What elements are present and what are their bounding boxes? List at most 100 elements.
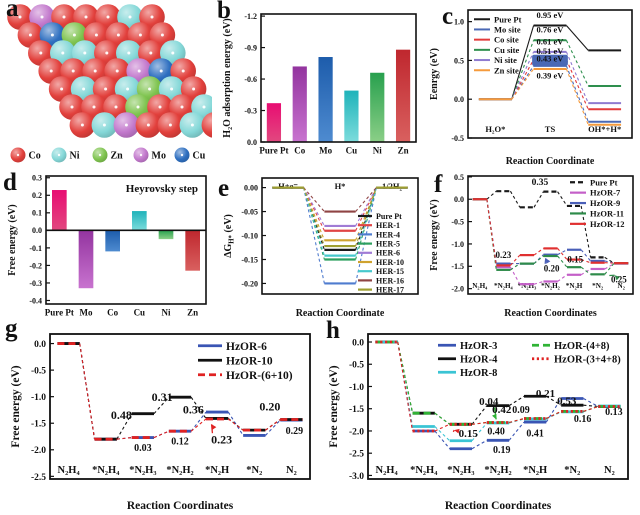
svg-text:0.0: 0.0 — [454, 95, 464, 104]
svg-text:Pure Pt: Pure Pt — [376, 212, 402, 221]
svg-text:*N₂: *N₂ — [246, 465, 262, 476]
hzor-sites-free-energy-diagram: 0.5 0.0 -0.5 -1.0 -1.5 -2.0 Free energy (eV) Re… — [429, 173, 634, 319]
svg-text:Reaction Coordinate: Reaction Coordinate — [296, 308, 385, 319]
svg-text:-1.0: -1.0 — [31, 393, 46, 403]
svg-text:Pure Pt: Pure Pt — [590, 177, 618, 187]
svg-text:0.1: 0.1 — [32, 209, 42, 218]
svg-text:HzOR-6: HzOR-6 — [226, 341, 267, 353]
svg-text:TS: TS — [545, 124, 556, 134]
svg-text:Pure Pt: Pure Pt — [494, 14, 522, 24]
panel-letter-d: d — [3, 169, 17, 196]
svg-text:HzOR-11: HzOR-11 — [590, 209, 624, 219]
svg-text:Co: Co — [294, 146, 305, 156]
svg-text:0.39 eV: 0.39 eV — [537, 70, 565, 80]
svg-text:Free energy (eV): Free energy (eV) — [7, 204, 18, 275]
svg-text:HzOR-(6+10): HzOR-(6+10) — [226, 370, 293, 382]
svg-text:-3.0: -3.0 — [349, 472, 364, 482]
svg-text:0.41: 0.41 — [526, 428, 544, 439]
svg-text:*N₂H₃: *N₂H₃ — [129, 465, 156, 476]
svg-text:Ni: Ni — [373, 146, 382, 156]
svg-text:Free energy (eV): Free energy (eV) — [429, 199, 440, 270]
svg-text:*N₂H₄: *N₂H₄ — [410, 465, 438, 476]
svg-text:ΔGH*​ (eV): ΔGH*​ (eV) — [223, 214, 236, 258]
svg-text:H+e⁻: H+e⁻ — [278, 181, 298, 191]
svg-text:Co: Co — [107, 308, 118, 318]
svg-text:HzOR-9: HzOR-9 — [590, 198, 620, 208]
svg-text:-0.5: -0.5 — [31, 367, 46, 377]
svg-text:N₂H₄: N₂H₄ — [58, 465, 81, 476]
svg-text:-0.6: -0.6 — [244, 75, 257, 84]
panel-letter-h: h — [326, 317, 340, 344]
svg-text:0.13: 0.13 — [605, 407, 623, 418]
svg-text:0.0: 0.0 — [454, 195, 464, 204]
svg-text:-0.3: -0.3 — [29, 279, 42, 288]
svg-text:Cu site: Cu site — [494, 45, 519, 55]
svg-text:HzOR-(4+8): HzOR-(4+8) — [554, 341, 610, 352]
svg-text:-1.5: -1.5 — [349, 405, 364, 415]
svg-text:0.3: 0.3 — [32, 174, 42, 183]
svg-text:Mo: Mo — [319, 146, 332, 156]
panel-d: d 0.3 0.2 0.1 0.0 -0.1 -0.2 -0.3 -0.4 Free energ… — [2, 168, 212, 320]
svg-text:Co: Co — [29, 151, 41, 162]
svg-text:Pure Pt: Pure Pt — [259, 146, 288, 156]
panel-a: a Co Ni Zn Mo Cu — [2, 0, 212, 168]
svg-text:0.00: 0.00 — [244, 183, 258, 192]
svg-text:0.95 eV: 0.95 eV — [537, 10, 565, 20]
panel-letter-a: a — [6, 0, 19, 22]
svg-text:-0.1: -0.1 — [29, 244, 42, 253]
svg-text:1.0: 1.0 — [454, 18, 464, 27]
svg-text:0.5: 0.5 — [454, 173, 464, 182]
svg-text:*N₂H₃: *N₂H₃ — [518, 282, 537, 290]
svg-text:0.31: 0.31 — [152, 390, 173, 404]
svg-text:Eenrgy (eV): Eenrgy (eV) — [429, 48, 440, 100]
svg-text:-1.0: -1.0 — [451, 240, 464, 249]
svg-text:-0.5: -0.5 — [451, 217, 464, 226]
svg-text:0.48: 0.48 — [111, 408, 132, 422]
panel-h: h 0.0 -0.5 -1.0 -1.5 -2.0 -2.5 -3.0 Free energy… — [320, 317, 638, 513]
svg-text:Zn: Zn — [111, 151, 124, 162]
svg-text:HER-15: HER-15 — [376, 267, 404, 276]
svg-text:Zn: Zn — [187, 308, 198, 318]
svg-text:-0.4: -0.4 — [29, 296, 42, 305]
svg-text:Free energy (eV): Free energy (eV) — [10, 365, 22, 447]
svg-text:Mo: Mo — [80, 308, 93, 318]
svg-text:0.61 eV: 0.61 eV — [537, 37, 565, 47]
svg-text:*N₂H: *N₂H — [566, 282, 583, 290]
svg-text:Ni: Ni — [70, 151, 80, 162]
lattice-figure: Co Ni Zn Mo Cu — [7, 4, 212, 163]
svg-text:H₂O*: H₂O* — [485, 124, 505, 134]
panel-letter-e: e — [218, 175, 230, 202]
svg-text:Pure Pt: Pure Pt — [45, 308, 74, 318]
svg-text:-0.3: -0.3 — [244, 106, 257, 115]
panel-letter-f: f — [434, 171, 443, 198]
svg-text:HzOR-3: HzOR-3 — [460, 341, 497, 352]
hzor-3-4-8-free-energy-diagram: 0.0 -0.5 -1.0 -1.5 -2.0 -2.5 -3.0 Free energy (… — [328, 333, 629, 512]
svg-text:N₂: N₂ — [604, 465, 615, 476]
svg-text:-0.2: -0.2 — [29, 261, 42, 270]
panel-letter-b: b — [217, 0, 231, 24]
water-dissociation-energy-diagram: 1.0 0.5 0.0 -0.5 Eenrgy (eV) Reaction Coordin… — [429, 9, 633, 167]
svg-text:0.42: 0.42 — [492, 404, 512, 416]
svg-text:0.53: 0.53 — [557, 395, 577, 407]
svg-text:0.09: 0.09 — [512, 405, 530, 416]
svg-text:N₂: N₂ — [286, 465, 297, 476]
svg-text:0.5: 0.5 — [454, 56, 464, 65]
svg-text:Cu: Cu — [134, 308, 146, 318]
svg-text:-0.15: -0.15 — [241, 255, 258, 264]
svg-text:*N₂H₃: *N₂H₃ — [447, 465, 474, 476]
svg-text:HER-10: HER-10 — [376, 258, 404, 267]
svg-text:-0.20: -0.20 — [241, 279, 258, 288]
svg-text:0.20: 0.20 — [259, 399, 280, 413]
svg-text:0.35: 0.35 — [532, 178, 549, 188]
svg-text:HER-1: HER-1 — [376, 221, 400, 230]
svg-text:N₂: N₂ — [618, 282, 625, 290]
heyrovsky-step-bar-chart: 0.3 0.2 0.1 0.0 -0.1 -0.2 -0.3 -0.4 Free energy … — [7, 174, 207, 318]
svg-text:-2.0: -2.0 — [31, 446, 46, 456]
svg-text:-1.0: -1.0 — [349, 383, 364, 393]
svg-text:0.0: 0.0 — [352, 338, 364, 348]
svg-text:0.15: 0.15 — [459, 428, 479, 440]
panel-letter-c: c — [442, 3, 454, 30]
svg-text:0.03: 0.03 — [134, 443, 152, 454]
svg-text:H*: H* — [335, 181, 346, 191]
